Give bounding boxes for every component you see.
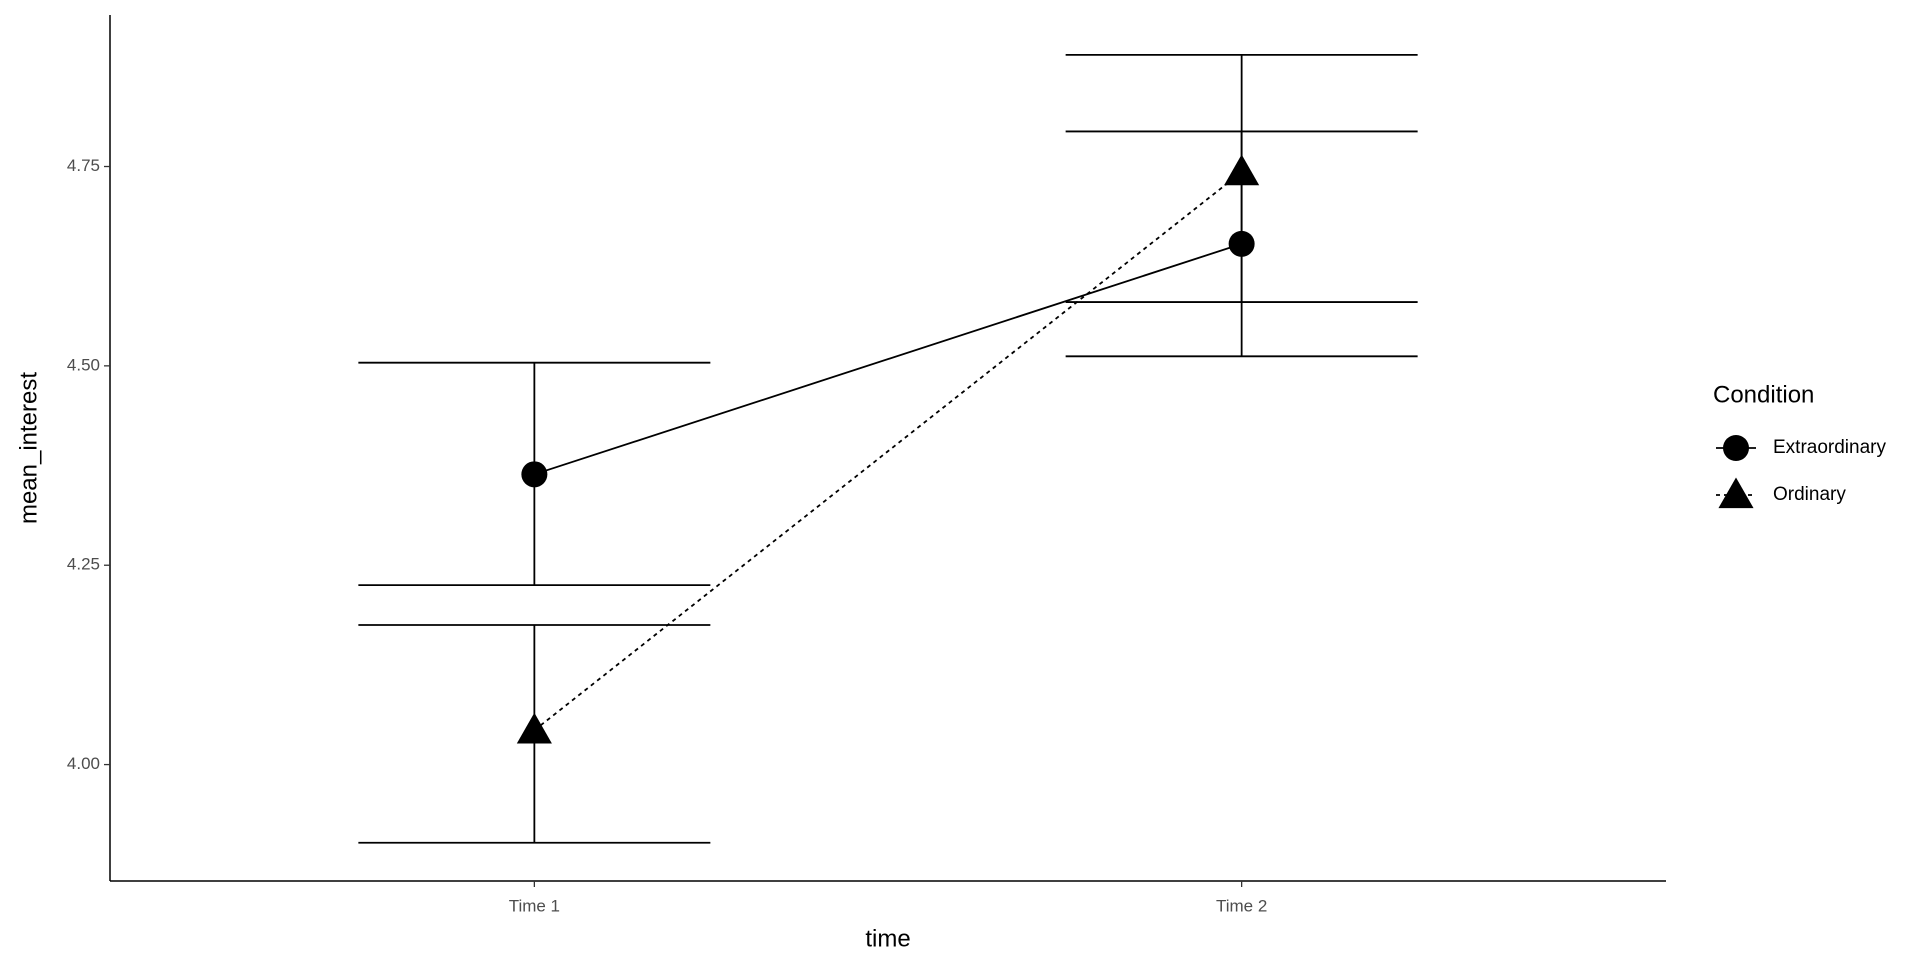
x-axis-title: time: [865, 925, 910, 952]
x-tick-label: Time 1: [509, 896, 560, 915]
point: [516, 712, 552, 744]
legend-label: Extraordinary: [1773, 437, 1886, 458]
point: [1224, 154, 1260, 186]
y-tick-label: 4.50: [67, 355, 100, 374]
legend-label: Ordinary: [1773, 484, 1846, 505]
legend-marker: [1723, 435, 1749, 461]
x-tick-label: Time 2: [1216, 896, 1267, 915]
legend-marker: [1718, 477, 1754, 509]
series-line: [534, 243, 1242, 476]
y-tick-label: 4.00: [67, 754, 100, 773]
y-tick-label: 4.75: [67, 156, 100, 175]
y-axis-title: mean_interest: [15, 372, 42, 524]
point: [521, 461, 548, 488]
legend-title: Condition: [1713, 381, 1814, 408]
series-line: [533, 171, 1243, 731]
y-tick-label: 4.25: [67, 555, 100, 574]
